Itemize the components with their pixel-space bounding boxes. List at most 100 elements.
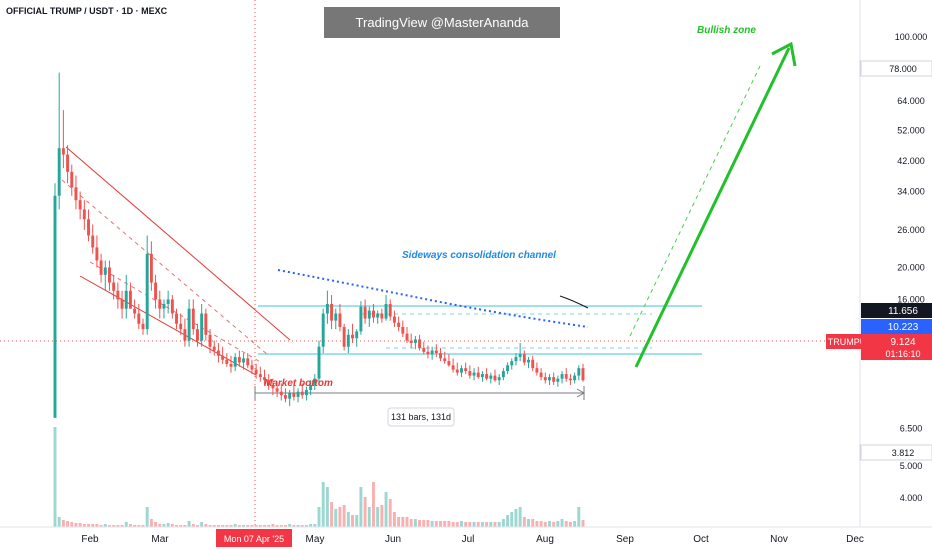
candle-body	[434, 350, 438, 354]
chart-title: OFFICIAL TRUMP / USDT · 1D · MEXC	[6, 6, 168, 16]
black-ma-segment	[559, 295, 589, 309]
candle-body	[392, 316, 396, 323]
volume-bar	[149, 519, 153, 527]
candle-body	[372, 310, 375, 318]
candle-body	[514, 357, 518, 362]
price-tick-label: 16.000	[897, 294, 925, 304]
price-tick-label: 52.000	[897, 126, 925, 136]
time-tick-label: Feb	[81, 534, 99, 545]
price-tick-label: 34.000	[897, 186, 925, 196]
volume-bar	[82, 524, 86, 527]
volume-bar	[179, 525, 183, 527]
candle-body	[552, 377, 556, 382]
candle-body	[405, 333, 409, 341]
sideways-label: Sideways consolidation channel	[402, 250, 556, 261]
price-tick-label: 64.000	[897, 96, 925, 106]
volume-bar	[543, 522, 547, 527]
volume-bar	[225, 525, 229, 527]
drawing-layer	[0, 0, 860, 527]
candle-body	[510, 361, 514, 366]
candle-body	[568, 378, 572, 381]
candle-body	[112, 282, 116, 291]
candle-body	[304, 390, 308, 396]
range-label: 131 bars, 131d	[391, 412, 451, 422]
volume-bar	[568, 522, 572, 527]
volume-bar	[154, 522, 158, 527]
volume-bar	[464, 522, 468, 527]
candle-body	[376, 313, 380, 318]
volume-bar	[480, 522, 484, 527]
volume-bar	[359, 487, 363, 527]
volume-bar	[70, 522, 74, 527]
candle-body	[455, 369, 459, 373]
volume-bar	[212, 525, 216, 527]
last-price: 9.124	[890, 337, 915, 348]
candle-body	[501, 371, 505, 378]
candle-body	[82, 209, 86, 220]
volume-bar	[137, 525, 141, 527]
volume-bar	[351, 515, 354, 527]
candle-body	[53, 195, 57, 418]
volume-bar	[514, 509, 518, 527]
candle-body	[309, 385, 313, 391]
volume-bar	[501, 519, 505, 527]
candle-body	[87, 219, 90, 236]
candle-body	[355, 331, 359, 339]
volume-bar	[116, 525, 120, 527]
candle-body	[74, 187, 78, 201]
volume-bar	[388, 499, 392, 527]
candle-body	[208, 334, 212, 347]
candle-body	[363, 306, 367, 319]
volume-bar	[518, 507, 522, 527]
volume-bar	[242, 525, 246, 527]
candle-body	[258, 374, 262, 378]
candle-body	[409, 340, 413, 344]
volume-bar	[175, 525, 178, 527]
volume-bar	[120, 525, 124, 527]
volume-bar	[468, 522, 472, 527]
volume-bar	[87, 524, 90, 527]
candle-body	[61, 148, 65, 155]
volume-bar	[221, 525, 225, 527]
volume-bar	[196, 525, 199, 527]
volume-bar	[284, 525, 287, 527]
candle-body	[397, 322, 401, 327]
volume-bar	[556, 521, 560, 527]
candle-body	[518, 354, 522, 358]
volume-bar	[405, 517, 409, 527]
candle-body	[573, 375, 577, 381]
price-tick-label: 100.000	[895, 32, 928, 42]
candle-body	[120, 299, 124, 309]
candle-body	[145, 253, 149, 330]
volume-bar	[275, 525, 279, 527]
volume-bar	[460, 521, 463, 527]
volume-bar	[288, 524, 292, 527]
candle-body	[468, 371, 472, 376]
candle-body	[535, 368, 539, 373]
volume-bar	[91, 524, 95, 527]
candle-body	[216, 350, 220, 356]
bullish-arrow-head	[771, 41, 797, 67]
volume-bar	[216, 525, 220, 527]
volume-bar	[124, 522, 128, 527]
bullish-arrow-line[interactable]	[634, 47, 791, 368]
wedge-upper-line[interactable]	[65, 146, 291, 341]
candle-body	[439, 353, 442, 359]
volume-bar	[380, 505, 384, 527]
candle-body	[246, 358, 250, 366]
time-axis[interactable]: Feb Mar Mon 07 Apr '25 May Jun Jul Aug Sep Oct No…	[81, 529, 864, 547]
candle-body	[548, 377, 551, 381]
volume-bar	[455, 522, 459, 527]
candle-body	[464, 368, 468, 372]
candle-body	[472, 372, 476, 376]
candle-body	[325, 303, 329, 314]
volume-bar	[237, 525, 241, 527]
volume-bar	[292, 525, 296, 527]
candle-body	[330, 303, 334, 321]
candle-body	[196, 329, 199, 341]
volume-bar	[418, 520, 422, 527]
high-value: 78.000	[889, 64, 917, 74]
volume-bar	[485, 522, 489, 527]
